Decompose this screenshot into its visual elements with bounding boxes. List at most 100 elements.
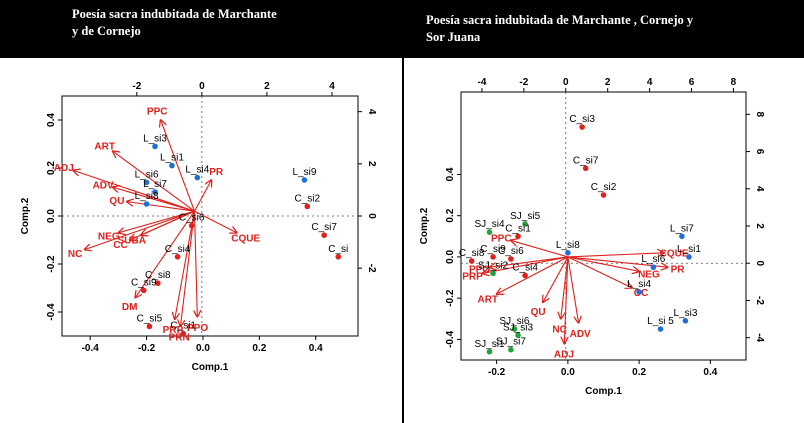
vector-label-ppc: PPC	[491, 234, 512, 245]
vector-label-adv: ADV	[93, 180, 114, 191]
right-tick-label: 2	[754, 223, 765, 229]
data-point-l_si7	[152, 189, 158, 195]
data-point-c_si4	[174, 254, 181, 260]
data-point-c_si2	[304, 203, 311, 210]
vector-arrow-art	[497, 256, 569, 294]
point-label-sj_si5: SJ_si5	[510, 211, 540, 222]
vector-arrow-nc	[561, 256, 569, 319]
right-tick-label: 0	[366, 213, 377, 219]
data-point-c_si6	[508, 256, 514, 262]
vector-label-prp: PRP	[462, 271, 483, 282]
vector-label-cque: CQUE	[231, 233, 260, 244]
x-tick-label: -0.2	[488, 367, 506, 378]
top-tick-label: 2	[605, 77, 611, 88]
data-point-c_si8	[155, 280, 161, 286]
vector-arrow-cc	[567, 256, 632, 288]
vector-arrow-nc	[85, 210, 195, 249]
point-label-sj_si2: SJ_si2	[478, 260, 508, 271]
vector-arrow-suba	[141, 210, 195, 235]
point-label-sj_si6: SJ_si6	[499, 316, 529, 327]
top-tick-label: -4	[478, 77, 487, 88]
top-tick-label: -2	[132, 81, 141, 92]
right-panel-title-bar: Poesía sacra indubitada de Marchante , C…	[404, 0, 804, 58]
top-tick-label: 0	[199, 81, 205, 92]
point-label-c_si8: C_si8	[459, 248, 485, 259]
top-tick-label: 4	[647, 77, 653, 88]
right-panel: Poesía sacra indubitada de Marchante , C…	[404, 0, 804, 423]
y-tick-label: 0.2	[445, 208, 456, 222]
point-label-sj_si3: SJ_si3	[503, 322, 533, 333]
point-label-l_si6: L_si6	[641, 254, 665, 265]
point-label-c_si4: C_si4	[165, 244, 191, 255]
data-point-l_si1	[686, 254, 692, 260]
data-point-sj_si5	[522, 221, 528, 227]
right-tick-label: 8	[754, 112, 765, 118]
top-tick-label: 4	[329, 81, 335, 92]
vector-label-qu: QU	[109, 196, 124, 207]
point-label-l_si8: L_si8	[135, 191, 159, 202]
y-tick-label: 0.0	[445, 250, 456, 264]
data-point-l_si3	[682, 318, 689, 324]
point-label-l_si6: L_si6	[135, 169, 159, 180]
data-point-sj_si4	[486, 229, 493, 235]
data-point-sj_si6	[511, 326, 518, 332]
point-label-c_si2: C_si2	[591, 182, 617, 193]
x-tick-label: 0.4	[703, 367, 717, 378]
data-point-l_si4	[636, 289, 642, 295]
vector-label-nc: NC	[68, 249, 82, 260]
data-point-l_si9	[301, 177, 308, 183]
vector-arrow-pr	[194, 180, 211, 212]
data-point-sj_si1	[486, 348, 493, 355]
right-tick-label: -2	[754, 296, 765, 305]
x-axis-label: Comp.1	[585, 386, 622, 397]
data-point-c_si1	[180, 330, 187, 337]
vector-arrow-adv	[113, 187, 195, 212]
vector-label-ppc: PPC	[147, 107, 168, 118]
data-point-l_si8	[565, 250, 571, 256]
right-tick-label: 4	[366, 109, 377, 115]
point-label-c_si2: C_si2	[294, 193, 320, 204]
vector-arrow-qu	[543, 256, 569, 302]
right-tick-label: -2	[366, 264, 377, 273]
point-label-l_si4: L_si4	[627, 279, 651, 290]
data-point-c_si9	[490, 254, 496, 260]
x-tick-label: 0.0	[196, 343, 210, 354]
vector-label-prn: PRN	[169, 332, 190, 343]
x-tick-label: 0.2	[252, 343, 266, 354]
vector-label-art: ART	[477, 295, 498, 306]
y-tick-label: -0.4	[46, 303, 57, 321]
point-label-c_si1: C_si1	[170, 321, 196, 332]
point-label-c_si9: C_si9	[131, 277, 157, 288]
point-label-c_si6: C_si6	[498, 246, 524, 257]
vector-arrow-ppo	[490, 256, 568, 267]
data-point-c_si7	[321, 232, 327, 238]
vector-arrow-qu	[127, 202, 195, 212]
point-label-sj_si4: SJ_si4	[474, 219, 504, 230]
vector-arrow-prn	[180, 211, 196, 326]
left-panel-title: Poesía sacra indubitada de Marchante y d…	[72, 7, 277, 38]
y-tick-label: 0.4	[445, 167, 456, 181]
right-tick-label: -4	[754, 333, 765, 342]
vector-label-nc: NC	[552, 325, 566, 336]
point-label-l_si9: L_si9	[292, 167, 316, 178]
panel-divider	[402, 0, 404, 423]
vector-arrow-adv	[567, 256, 579, 323]
point-label-c_si4: C_si4	[512, 262, 538, 273]
point-label-l_si5: L_si 5	[647, 316, 674, 327]
data-point-c_si6	[188, 222, 195, 229]
right-panel-title: Poesía sacra indubitada de Marchante , C…	[426, 13, 694, 44]
right-tick-label: 6	[754, 149, 765, 155]
point-label-l_si7: L_si7	[143, 179, 167, 190]
data-point-c_si3	[579, 124, 585, 130]
y-axis-label: Comp.2	[419, 207, 430, 244]
vector-label-neg: NEG	[638, 269, 660, 280]
left-panel: Poesía sacra indubitada de Marchante y d…	[0, 0, 402, 373]
y-axis-label: Comp.2	[20, 197, 31, 234]
data-point-c_si7	[582, 165, 589, 172]
data-point-l_si1	[169, 162, 175, 169]
top-tick-label: 2	[264, 81, 270, 92]
top-tick-label: 8	[731, 77, 737, 88]
vector-arrow-adj	[564, 256, 568, 344]
y-tick-label: -0.4	[445, 330, 456, 348]
data-point-sj_si2	[490, 270, 496, 277]
